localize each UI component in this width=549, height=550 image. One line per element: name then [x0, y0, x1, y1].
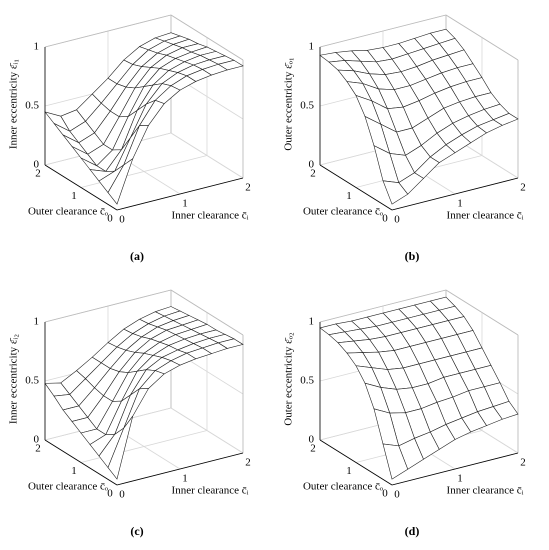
box-edge	[445, 14, 519, 61]
z-tick-label: 1	[309, 41, 315, 53]
z-axis-label: Inner eccentricity ε̄ᵢ₁	[8, 59, 20, 149]
x-tick-label: 1	[182, 198, 188, 210]
x-tick-label: 2	[520, 457, 526, 469]
x-tick-label: 1	[457, 198, 463, 210]
z-tick-label: 0	[34, 159, 40, 171]
panel-label: (d)	[405, 524, 420, 538]
x-tick-label: 2	[245, 182, 251, 194]
z-tick-label: 0	[309, 159, 315, 171]
box-edge	[44, 14, 172, 48]
z-tick-label: 0.5	[25, 100, 39, 112]
z-axis-label: Outer eccentricity ε̄ₒ₁	[283, 57, 295, 151]
surface-cell	[107, 158, 134, 205]
x-axis	[116, 177, 244, 211]
panel-label: (c)	[130, 524, 143, 538]
box-edge	[44, 289, 172, 323]
x-tick-label: 1	[182, 473, 188, 485]
y-tick-label: 2	[310, 168, 316, 180]
x-tick-label: 2	[245, 457, 251, 469]
panel-label: (a)	[130, 249, 144, 263]
z-tick-label: 1	[34, 316, 40, 328]
y-axis	[44, 164, 118, 211]
x-tick-label: 2	[520, 182, 526, 194]
box-edge	[170, 289, 244, 336]
x-axis-label: Inner clearance c̄ᵢ	[447, 210, 524, 222]
box-edge	[319, 289, 447, 323]
y-axis-label: Outer clearance c̄ₒ	[28, 206, 108, 218]
y-tick-label: 1	[346, 465, 352, 477]
y-axis-label: Outer clearance c̄ₒ	[303, 206, 383, 218]
surface-cell	[382, 443, 409, 480]
z-tick-label: 0	[34, 434, 40, 446]
y-tick-label: 0	[382, 213, 388, 225]
y-tick-label: 2	[35, 443, 41, 455]
box-edge	[319, 14, 447, 48]
x-axis	[116, 452, 244, 486]
z-tick-label: 0	[309, 434, 315, 446]
z-tick-label: 0.5	[300, 375, 314, 387]
y-axis-label: Outer clearance c̄ₒ	[28, 481, 108, 493]
x-axis-label: Inner clearance c̄ᵢ	[172, 210, 249, 222]
x-axis	[391, 452, 519, 486]
z-tick-label: 1	[34, 41, 40, 53]
x-tick-label: 0	[119, 214, 125, 226]
surface-cell	[382, 180, 409, 205]
y-tick-label: 0	[107, 488, 113, 500]
box-edge	[445, 289, 519, 336]
x-axis-label: Inner clearance c̄ᵢ	[172, 485, 249, 497]
y-axis	[319, 164, 393, 211]
x-tick-label: 1	[457, 473, 463, 485]
z-axis-label: Inner eccentricity ε̄ᵢ₂	[8, 334, 20, 424]
x-tick-label: 0	[394, 489, 400, 501]
x-axis	[391, 177, 519, 211]
y-axis	[44, 439, 118, 486]
box-edge	[170, 14, 244, 61]
x-tick-label: 0	[394, 214, 400, 226]
z-axis-label: Outer eccentricity ε̄ₒ₂	[283, 332, 295, 426]
surface-cell	[107, 415, 134, 480]
y-tick-label: 0	[107, 213, 113, 225]
x-axis-label: Inner clearance c̄ᵢ	[447, 485, 524, 497]
y-axis-label: Outer clearance c̄ₒ	[303, 481, 383, 493]
y-tick-label: 1	[71, 465, 77, 477]
y-tick-label: 1	[346, 190, 352, 202]
y-tick-label: 2	[35, 168, 41, 180]
y-tick-label: 2	[310, 443, 316, 455]
x-tick-label: 0	[119, 489, 125, 501]
y-tick-label: 0	[382, 488, 388, 500]
y-axis	[319, 439, 393, 486]
panel-label: (b)	[405, 249, 420, 263]
z-tick-label: 1	[309, 316, 315, 328]
z-tick-label: 0.5	[300, 100, 314, 112]
y-tick-label: 1	[71, 190, 77, 202]
z-tick-label: 0.5	[25, 375, 39, 387]
